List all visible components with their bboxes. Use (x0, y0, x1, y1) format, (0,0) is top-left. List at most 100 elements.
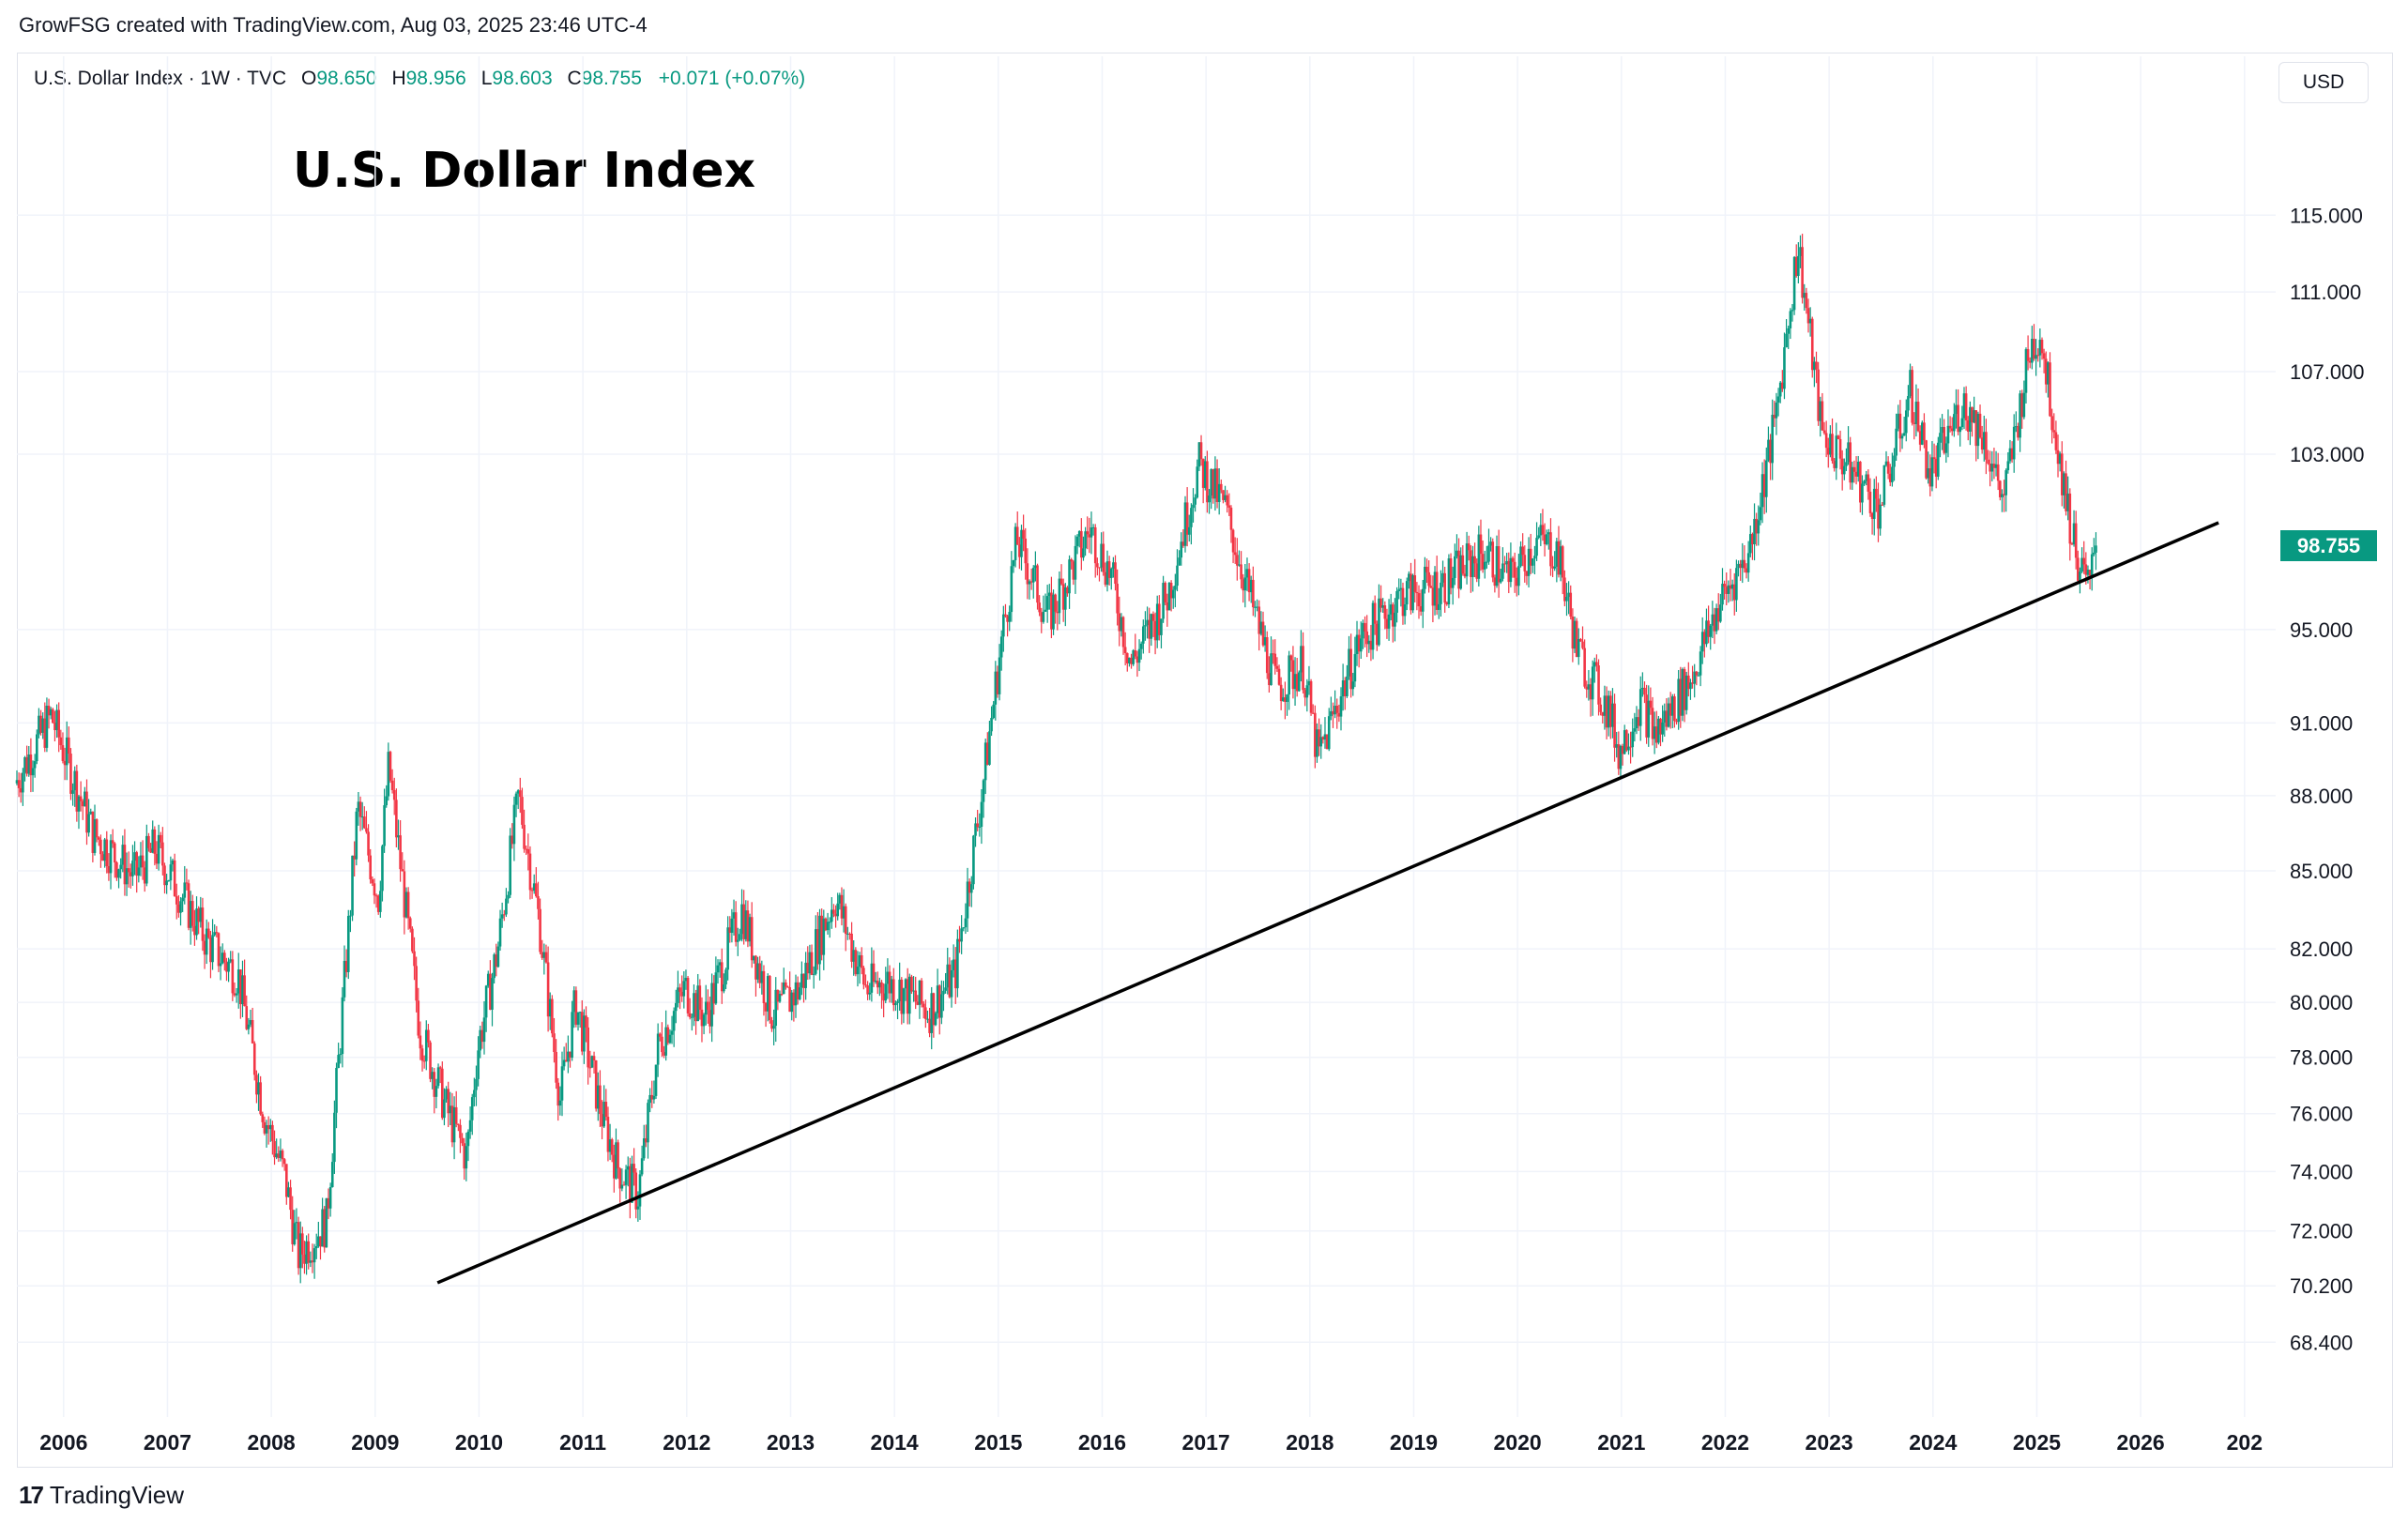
candle-body (868, 992, 872, 995)
candle-body (1683, 669, 1686, 710)
candle-body (1762, 474, 1766, 497)
candle-body (944, 987, 947, 991)
candle-body (229, 959, 233, 962)
candle-body (363, 816, 366, 829)
candle-body (319, 1236, 322, 1247)
candle-body (613, 1154, 616, 1179)
close-label: C (567, 68, 582, 89)
chart-title-annotation[interactable]: U.S. Dollar Index (293, 143, 756, 199)
candle-body (163, 865, 166, 886)
candle-body (1543, 534, 1547, 544)
candle-body (822, 918, 826, 955)
candle-body (1008, 612, 1012, 622)
candle-body (1387, 614, 1391, 629)
candle-body (709, 1010, 711, 1027)
candle-body (1852, 466, 1856, 472)
symbol-name[interactable]: U.S. Dollar Index · 1W · TVC (34, 68, 287, 89)
candle-body (642, 1138, 646, 1159)
candle-body (461, 1137, 464, 1144)
candle-body (1029, 581, 1033, 583)
candle-body (1112, 562, 1115, 570)
candle-body (742, 904, 745, 939)
candle-body (539, 908, 541, 952)
candle-body (281, 1151, 284, 1160)
candle-body (404, 892, 408, 918)
candle-body (1224, 495, 1227, 500)
candle-body (629, 1166, 632, 1203)
candle-body (1939, 433, 1942, 443)
x-tick-label: 2012 (663, 1430, 710, 1455)
candle-body (1651, 708, 1654, 739)
candle-body (1741, 559, 1745, 569)
candle-body (1477, 534, 1481, 579)
candle-body (45, 706, 49, 748)
candle-body (1627, 746, 1630, 751)
candle-body (599, 1085, 602, 1115)
candle-body (1669, 703, 1672, 716)
x-tick-label: 2014 (871, 1430, 919, 1455)
candle-body (792, 992, 796, 1006)
x-tick-label: 2021 (1597, 1430, 1645, 1455)
candle-body (672, 1011, 676, 1031)
candle-body (1877, 498, 1880, 529)
candle-body (1769, 439, 1772, 464)
candle-body (526, 848, 530, 854)
candle-body (295, 1222, 298, 1224)
candle-body (1785, 333, 1788, 348)
candle-body (71, 790, 74, 794)
candle-body (736, 939, 739, 942)
candle-body (555, 1051, 557, 1083)
candle-body (564, 1059, 568, 1062)
candle-body (52, 709, 54, 724)
candle-body (1523, 555, 1527, 572)
candle-body (754, 955, 757, 980)
candle-body (778, 994, 782, 1002)
candle-body (864, 984, 867, 986)
candle-body (413, 951, 416, 967)
candle-body (111, 840, 114, 844)
candle-body (574, 990, 578, 1025)
candle-body (293, 1223, 297, 1244)
candle-body (1330, 710, 1333, 717)
candle-body (1077, 531, 1081, 537)
candle-body (115, 862, 118, 878)
candle-body (1881, 504, 1884, 506)
candle-body (652, 1095, 656, 1100)
candle-body (1595, 662, 1598, 666)
candle-body (1918, 431, 1922, 445)
candle-body (373, 883, 376, 896)
candle-body (93, 819, 97, 853)
tradingview-brand[interactable]: 17 TradingView (19, 1481, 184, 1510)
candle-body (1719, 604, 1722, 622)
candle-body (68, 737, 70, 754)
candle-body (950, 969, 953, 998)
candle-body (1851, 466, 1854, 483)
candle-body (493, 954, 495, 979)
candle-body (255, 1074, 258, 1095)
candle-body (1323, 734, 1327, 740)
candle-body (1483, 561, 1486, 570)
candle-body (1561, 546, 1564, 578)
candle-body (896, 1000, 899, 1003)
candle-body (1865, 474, 1868, 481)
candle-body (836, 903, 839, 917)
candle-body (1859, 461, 1862, 503)
candle-body (195, 908, 198, 936)
currency-button[interactable]: USD (2278, 62, 2369, 103)
candle-body (1797, 255, 1800, 277)
candle-body (77, 796, 81, 812)
candle-body (1527, 548, 1531, 576)
candle-body (285, 1164, 288, 1197)
candle-body (1166, 602, 1169, 611)
candle-body (587, 1027, 589, 1068)
x-tick-label: 2019 (1390, 1430, 1438, 1455)
candle-body (636, 1206, 640, 1210)
candle-body (854, 950, 858, 975)
candle-body (35, 734, 38, 762)
candle-body (858, 954, 861, 968)
candle-body (203, 940, 206, 955)
candle-body (2049, 362, 2051, 417)
candle-body (730, 918, 734, 934)
candle-body (1519, 546, 1522, 567)
